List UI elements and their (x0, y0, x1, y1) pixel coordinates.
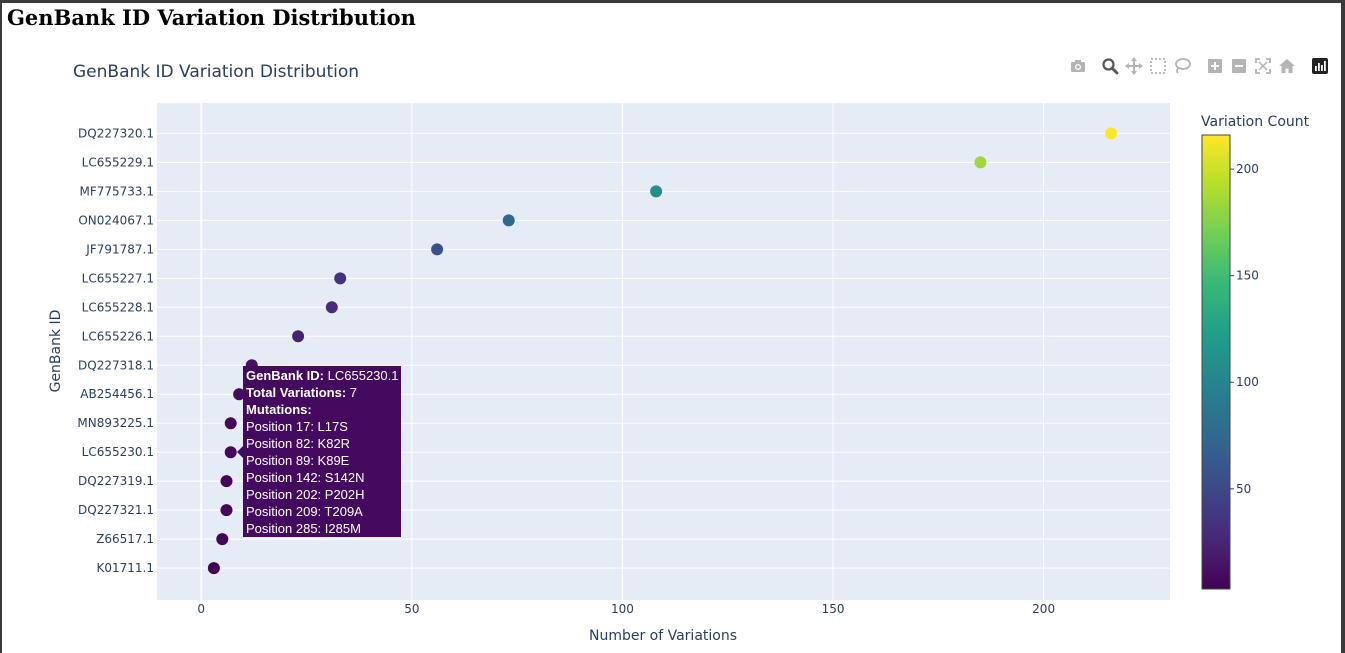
y-tick-label: MN893225.1 (77, 416, 154, 430)
zoom-in-icon[interactable] (1205, 56, 1225, 76)
chart-title: GenBank ID Variation Distribution (73, 62, 360, 82)
autoscale-icon[interactable] (1253, 56, 1273, 76)
hover-mutation-line: Position 202: P202H (246, 487, 365, 502)
data-point[interactable] (224, 417, 237, 430)
y-tick-labels: K01711.1 Z66517.1 DQ227321.1 DQ227319.1 LC65… (77, 126, 154, 575)
y-tick-label: LC655227.1 (82, 271, 154, 285)
y-tick-label: LC655226.1 (82, 329, 154, 343)
colorbar-tick-label: 150 (1236, 269, 1259, 283)
hover-mutation-line: Position 17: L17S (246, 419, 348, 434)
data-point[interactable] (216, 533, 229, 546)
data-point[interactable] (974, 156, 987, 169)
y-tick-label: ON024067.1 (78, 213, 154, 227)
x-tick-label: 100 (611, 602, 634, 616)
x-gridlines (200, 103, 1045, 600)
data-point[interactable] (325, 301, 338, 314)
plotly-logo-icon[interactable] (1310, 56, 1330, 76)
y-tick-label: DQ227321.1 (78, 503, 154, 517)
hover-tooltip: GenBank ID: LC655230.1 Total Variations:… (243, 366, 401, 537)
y-tick-label: DQ227320.1 (78, 126, 154, 140)
y-tick-label: K01711.1 (97, 561, 155, 575)
hover-id-line: GenBank ID: LC655230.1 (246, 368, 399, 383)
y-tick-label: LC655230.1 (82, 445, 154, 459)
zoom-icon[interactable] (1100, 56, 1120, 76)
window-border-right (1341, 0, 1345, 653)
hover-mutation-line: Position 89: K89E (246, 453, 350, 468)
colorbar (1201, 134, 1231, 590)
hover-mutation-line: Position 82: K82R (246, 436, 351, 451)
colorbar-tick-label: 50 (1236, 482, 1251, 496)
data-point[interactable] (207, 562, 220, 575)
y-tick-label: Z66517.1 (96, 532, 154, 546)
y-tick-label: DQ227319.1 (78, 474, 154, 488)
lasso-select-icon[interactable] (1172, 56, 1192, 76)
x-tick-label: 150 (822, 602, 845, 616)
data-point[interactable] (224, 446, 237, 459)
hover-mutation-line: Position 285: I285M (246, 521, 361, 536)
x-tick-label: 200 (1032, 602, 1055, 616)
x-tick-labels: 0 50 100 150 200 (197, 602, 1055, 616)
colorbar-title: Variation Count (1201, 114, 1310, 130)
data-point[interactable] (1105, 127, 1118, 140)
zoom-out-icon[interactable] (1229, 56, 1249, 76)
x-tick-label: 50 (404, 602, 419, 616)
data-point[interactable] (502, 214, 515, 227)
data-point[interactable] (292, 330, 305, 343)
data-point[interactable] (233, 388, 246, 401)
y-tick-label: MF775733.1 (79, 184, 154, 198)
box-select-icon[interactable] (1148, 56, 1168, 76)
colorbar-tick-label: 100 (1236, 375, 1259, 389)
data-point[interactable] (650, 185, 663, 198)
y-tick-label: DQ227318.1 (78, 358, 154, 372)
y-axis-title: GenBank ID (48, 310, 64, 393)
hover-total-line: Total Variations: 7 (246, 385, 358, 400)
colorbar-tick-label: 200 (1236, 162, 1259, 176)
colorbar-tick-labels: 50 100 150 200 (1230, 162, 1259, 496)
x-axis-title: Number of Variations (589, 628, 737, 644)
hover-pointer (237, 446, 243, 458)
y-tick-label: JF791787.1 (85, 242, 154, 256)
y-gridlines (157, 132, 1170, 569)
camera-icon[interactable] (1068, 56, 1088, 76)
y-tick-label: LC655229.1 (82, 155, 154, 169)
data-point[interactable] (431, 243, 444, 256)
window-border-top (0, 0, 1345, 3)
data-point[interactable] (220, 504, 233, 517)
hover-mutation-line: Position 209: T209A (246, 504, 363, 519)
x-tick-label: 0 (197, 602, 205, 616)
window-border-left (0, 0, 2, 653)
reset-axes-icon[interactable] (1277, 56, 1297, 76)
hover-mutation-line: Position 142: S142N (246, 470, 365, 485)
data-point[interactable] (220, 475, 233, 488)
y-tick-label: AB254456.1 (80, 387, 154, 401)
y-tick-label: LC655228.1 (82, 300, 154, 314)
pan-icon[interactable] (1124, 56, 1144, 76)
data-point[interactable] (334, 272, 347, 285)
page-heading: GenBank ID Variation Distribution (7, 5, 416, 30)
hover-mutations-heading: Mutations: (246, 402, 312, 417)
